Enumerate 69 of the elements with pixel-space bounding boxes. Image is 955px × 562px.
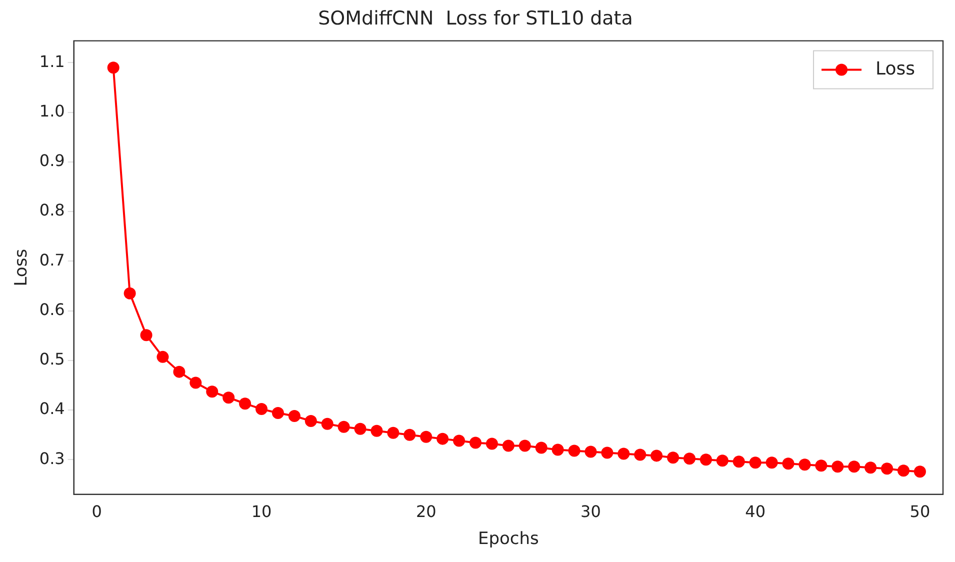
x-tick-label: 50: [910, 502, 930, 522]
point: [667, 452, 680, 464]
point: [634, 448, 646, 461]
point: [404, 428, 416, 441]
point: [288, 410, 300, 422]
point: [502, 440, 514, 452]
point: [173, 366, 186, 378]
point: [584, 446, 597, 458]
x-tick-label: 40: [745, 502, 766, 522]
point: [370, 424, 383, 437]
point: [766, 456, 778, 469]
point: [124, 287, 136, 300]
point: [518, 440, 531, 452]
point: [601, 446, 614, 459]
point: [206, 386, 218, 398]
point: [650, 450, 663, 462]
point: [897, 464, 910, 477]
point: [272, 407, 284, 420]
point: [486, 438, 498, 450]
point: [190, 376, 202, 389]
x-tick-label: 0: [92, 502, 102, 522]
point: [321, 418, 334, 430]
legend-label: Loss: [876, 58, 916, 80]
y-tick-label: 0.6: [39, 300, 65, 319]
point: [222, 392, 235, 404]
y-tick-label: 0.7: [39, 250, 65, 270]
y-tick-label: 0.9: [39, 151, 65, 170]
point: [864, 462, 877, 474]
point: [700, 454, 712, 466]
point: [436, 432, 449, 445]
y-tick-label: 0.8: [39, 200, 65, 220]
point: [107, 62, 120, 74]
point: [387, 426, 400, 439]
point: [815, 460, 828, 472]
y-tick-label: 0.4: [39, 399, 65, 418]
point: [140, 329, 152, 342]
x-tick-label: 20: [416, 502, 436, 522]
point: [239, 398, 252, 410]
point: [256, 403, 268, 416]
point: [535, 442, 548, 454]
point: [338, 420, 350, 433]
point: [716, 454, 728, 467]
x-tick-label: 10: [251, 502, 272, 522]
y-tick-label: 1.1: [39, 52, 65, 71]
point: [156, 350, 169, 363]
chart-title: SOMdiffCNN Loss for STL10 data: [318, 7, 633, 30]
point: [848, 460, 860, 473]
point: [618, 448, 630, 460]
x-axis-title: Epochs: [478, 529, 540, 550]
point: [914, 466, 926, 478]
point: [304, 414, 317, 427]
point: [798, 458, 811, 471]
point: [552, 444, 564, 456]
point: [453, 434, 466, 447]
point: [568, 444, 580, 457]
y-tick-label: 0.3: [39, 448, 65, 468]
point: [420, 430, 432, 443]
point: [832, 460, 844, 473]
point: [782, 458, 794, 470]
point: [732, 456, 745, 468]
point: [354, 422, 366, 435]
point: [881, 462, 894, 475]
y-axis-title: Loss: [12, 248, 32, 286]
point: [749, 456, 762, 469]
y-tick-label: 0.5: [39, 350, 65, 369]
point: [470, 436, 482, 449]
y-tick-label: 1.0: [39, 101, 65, 120]
x-tick-label: 30: [580, 502, 601, 522]
point: [683, 452, 696, 465]
